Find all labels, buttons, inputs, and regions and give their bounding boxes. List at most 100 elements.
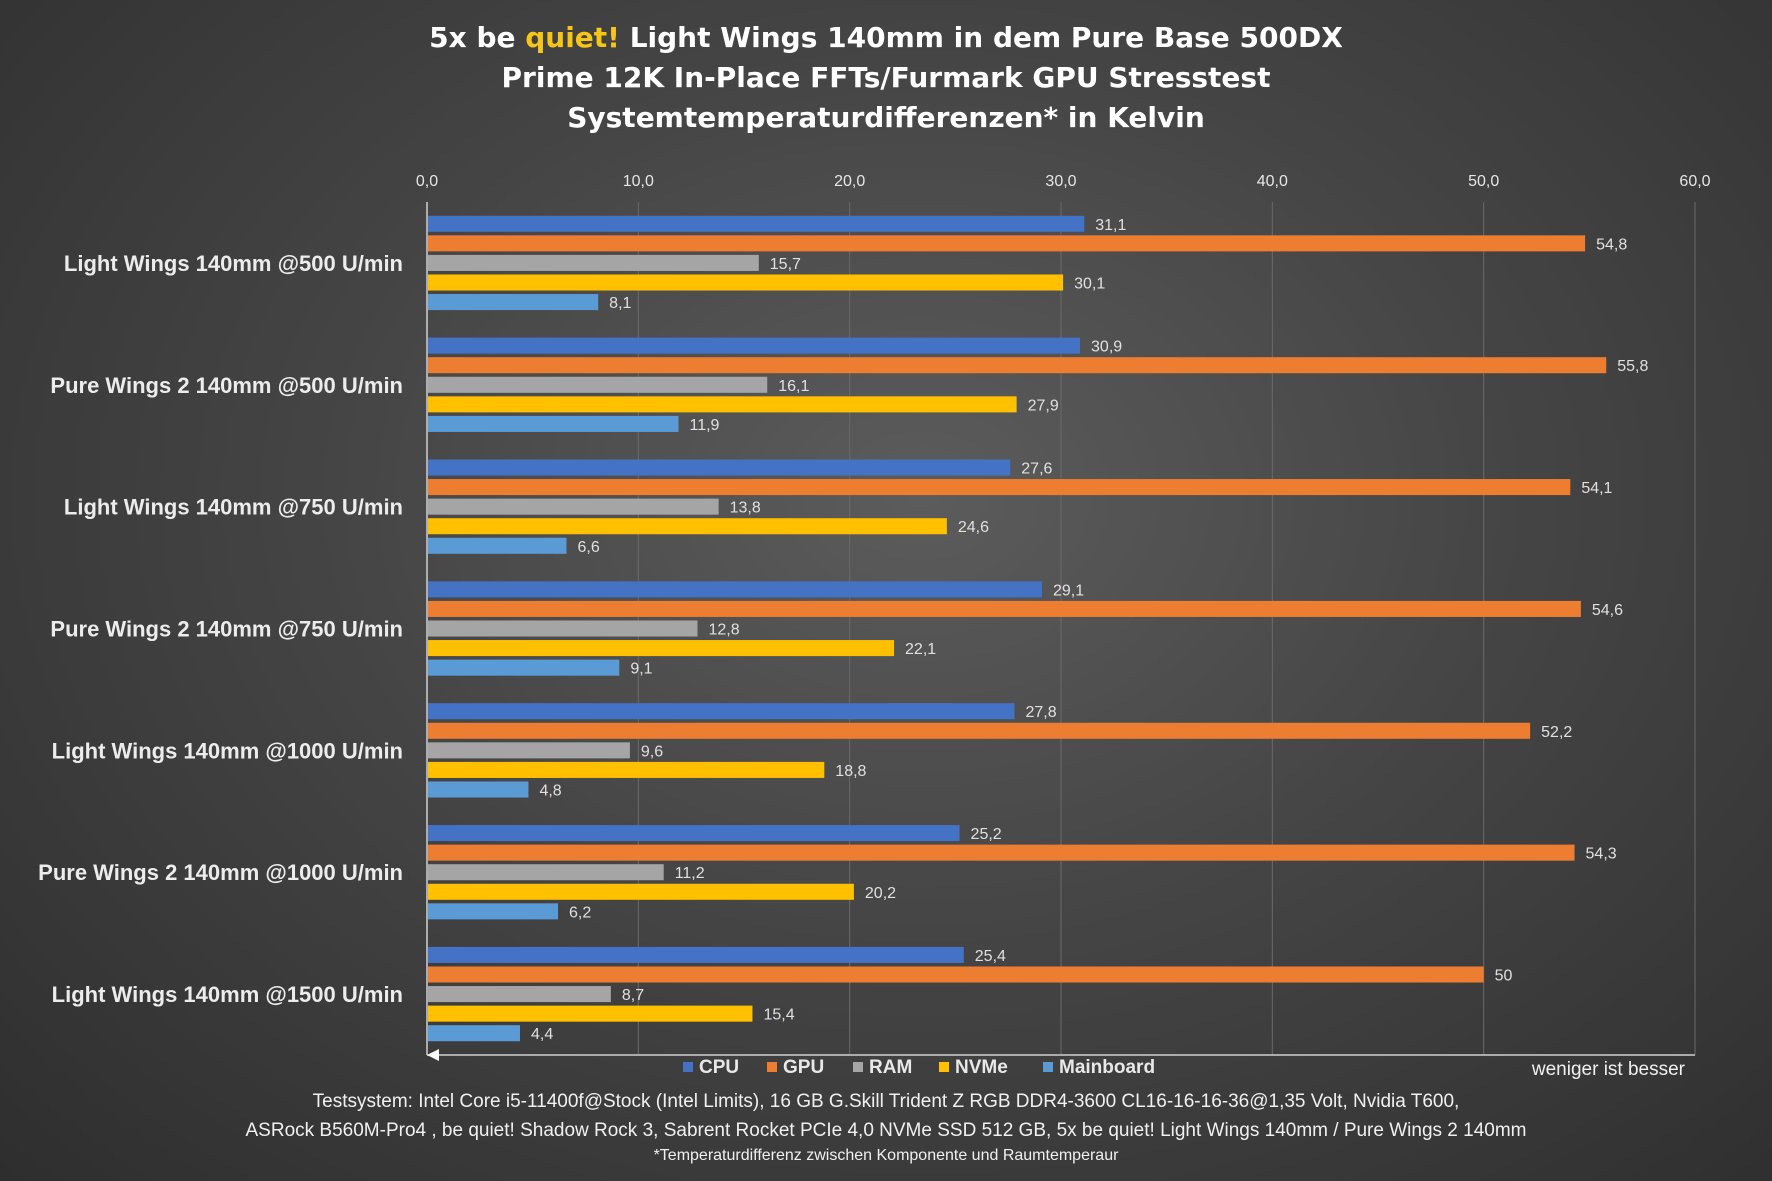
data-label: 50	[1495, 968, 1513, 985]
bar-cpu	[428, 703, 1015, 720]
data-label: 9,1	[630, 661, 652, 678]
bar-mainboard	[428, 537, 567, 554]
data-label: 25,4	[975, 948, 1006, 965]
bar-ram	[428, 864, 664, 881]
bar-gpu	[428, 600, 1581, 617]
legend-swatch-gpu	[767, 1062, 777, 1072]
data-label: 13,8	[730, 500, 761, 517]
data-label: 24,6	[958, 519, 989, 536]
data-label: 8,1	[609, 295, 631, 312]
direction-note: weniger ist besser	[1531, 1059, 1686, 1080]
data-label: 4,4	[531, 1026, 553, 1043]
arrow-left-icon	[427, 1049, 439, 1061]
legend: CPU GPU RAM NVMe Mainboard	[683, 1057, 1155, 1078]
bar-cpu	[428, 337, 1081, 354]
data-label: 54,6	[1592, 602, 1623, 619]
data-label: 30,1	[1074, 276, 1105, 293]
x-tick-label: 10,0	[623, 173, 654, 190]
bar-ram	[428, 986, 611, 1003]
bar-cpu	[428, 946, 964, 963]
data-label: 16,1	[778, 378, 809, 395]
category-label: Light Wings 140mm @500 U/min	[64, 251, 403, 276]
data-label: 8,7	[622, 987, 644, 1004]
bar-ram	[428, 254, 759, 271]
data-label: 4,8	[539, 783, 561, 800]
bar-nvme	[428, 274, 1064, 291]
data-label: 31,1	[1095, 217, 1126, 234]
bar-mainboard	[428, 294, 599, 311]
bar-nvme	[428, 518, 947, 535]
bar-cpu	[428, 459, 1011, 476]
data-label: 54,8	[1596, 236, 1627, 253]
bars	[428, 215, 1607, 1042]
legend-label-cpu: CPU	[699, 1057, 739, 1078]
x-axis-ticks: 0,0 10,0 20,0 30,0 40,0 50,0 60,0	[416, 173, 1711, 190]
data-label: 11,2	[675, 865, 705, 882]
data-labels: 31,1 54,8 15,7 30,1 8,1 30,9 55,8 16,1 27,9 11,9 2…	[531, 217, 1648, 1043]
data-label: 52,2	[1541, 724, 1572, 741]
chart-title-line-2: Prime 12K In-Place FFTs/Furmark GPU Stre…	[502, 61, 1271, 94]
legend-swatch-ram	[853, 1062, 863, 1072]
data-label: 15,4	[763, 1007, 794, 1024]
legend-label-gpu: GPU	[783, 1057, 824, 1078]
footer-line-2: ASRock B560M-Pro4 , be quiet! Shadow Roc…	[246, 1120, 1527, 1141]
category-labels: Light Wings 140mm @500 U/min Pure Wings 2…	[38, 251, 403, 1007]
bar-ram	[428, 620, 698, 637]
data-label: 11,9	[689, 417, 719, 434]
bar-mainboard	[428, 781, 529, 798]
bar-gpu	[428, 235, 1586, 252]
data-label: 15,7	[770, 256, 801, 273]
chart-title-line-3: Systemtemperaturdifferenzen* in Kelvin	[567, 101, 1205, 134]
x-tick-label: 30,0	[1045, 173, 1076, 190]
title-highlight: quiet!	[525, 21, 620, 54]
bar-ram	[428, 376, 768, 393]
bar-mainboard	[428, 1025, 520, 1042]
category-label: Pure Wings 2 140mm @500 U/min	[50, 373, 403, 398]
data-label: 27,6	[1021, 461, 1052, 478]
data-label: 27,9	[1028, 397, 1059, 414]
bar-mainboard	[428, 903, 559, 920]
footnote: *Temperaturdifferenz zwischen Komponente…	[654, 1147, 1120, 1164]
category-label: Pure Wings 2 140mm @750 U/min	[50, 617, 403, 642]
category-label: Light Wings 140mm @1500 U/min	[52, 982, 403, 1007]
bar-ram	[428, 742, 630, 759]
bar-nvme	[428, 883, 854, 900]
bar-cpu	[428, 215, 1085, 232]
data-label: 12,8	[709, 622, 740, 639]
legend-label-nvme: NVMe	[955, 1057, 1008, 1078]
category-label: Pure Wings 2 140mm @1000 U/min	[38, 860, 403, 885]
data-label: 22,1	[905, 641, 936, 658]
data-label: 6,2	[569, 904, 591, 921]
legend-swatch-mainboard	[1043, 1062, 1053, 1072]
x-tick-label: 20,0	[834, 173, 865, 190]
gridlines	[637, 202, 1696, 1055]
bar-cpu	[428, 581, 1042, 598]
bar-ram	[428, 498, 719, 515]
bar-mainboard	[428, 659, 620, 676]
category-label: Light Wings 140mm @1000 U/min	[52, 738, 403, 763]
data-label: 27,8	[1026, 704, 1057, 721]
chart-title-line-1: 5x be quiet! Light Wings 140mm in dem Pu…	[429, 21, 1343, 54]
data-label: 6,6	[577, 539, 599, 556]
bar-gpu	[428, 966, 1484, 983]
data-label: 54,1	[1581, 480, 1612, 497]
bar-cpu	[428, 825, 960, 842]
legend-swatch-nvme	[939, 1062, 949, 1072]
data-label: 25,2	[971, 826, 1002, 843]
data-label: 9,6	[641, 743, 663, 760]
legend-label-ram: RAM	[869, 1057, 912, 1078]
x-tick-label: 50,0	[1468, 173, 1499, 190]
bar-nvme	[428, 761, 825, 778]
bar-nvme	[428, 1005, 753, 1022]
bar-gpu	[428, 357, 1607, 374]
x-tick-label: 60,0	[1679, 173, 1710, 190]
legend-swatch-cpu	[683, 1062, 693, 1072]
category-label: Light Wings 140mm @750 U/min	[64, 495, 403, 520]
data-label: 29,1	[1053, 582, 1084, 599]
bar-mainboard	[428, 415, 679, 432]
x-tick-label: 0,0	[416, 173, 438, 190]
bar-nvme	[428, 396, 1017, 413]
footer-line-1: Testsystem: Intel Core i5-11400f@Stock (…	[313, 1091, 1460, 1112]
data-label: 30,9	[1091, 339, 1122, 356]
legend-label-mainboard: Mainboard	[1059, 1057, 1155, 1078]
